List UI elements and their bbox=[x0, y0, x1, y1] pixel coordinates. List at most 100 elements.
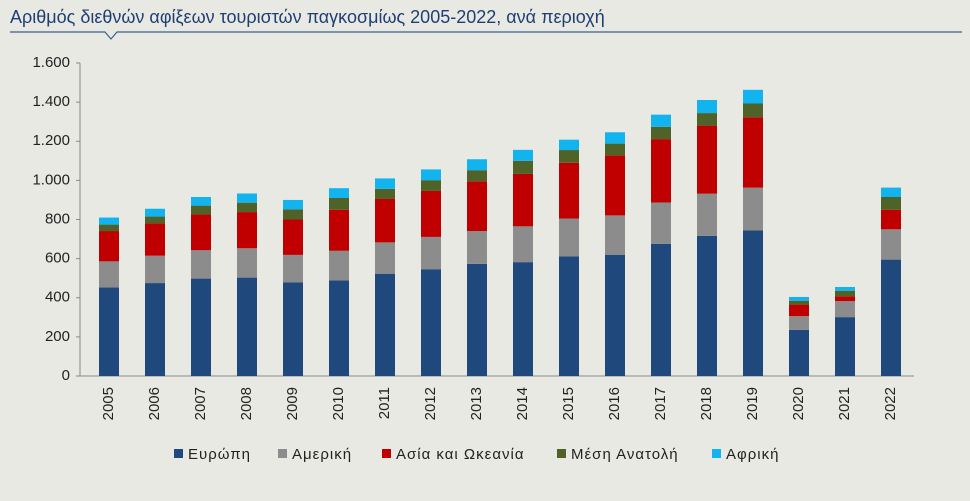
bar-segment bbox=[237, 277, 257, 376]
bar-segment bbox=[99, 224, 119, 232]
bar-segment bbox=[697, 235, 717, 376]
bar-segment bbox=[697, 99, 717, 114]
y-tick-label: 1.200 bbox=[32, 132, 70, 149]
legend-swatch bbox=[557, 449, 566, 458]
bar-segment bbox=[375, 198, 395, 243]
bar-segment bbox=[605, 132, 625, 144]
bar-segment bbox=[329, 209, 349, 251]
bar-segment bbox=[697, 193, 717, 236]
y-tick-label: 800 bbox=[45, 210, 70, 227]
bar-segment bbox=[375, 242, 395, 274]
bar-segment bbox=[651, 114, 671, 127]
title-rule bbox=[10, 31, 962, 40]
x-tick-label: 2021 bbox=[836, 387, 853, 420]
bar-segment bbox=[467, 159, 487, 171]
bar-segment bbox=[191, 197, 211, 206]
bar-segment bbox=[743, 187, 763, 231]
bar-segment bbox=[697, 125, 717, 194]
bar-segment bbox=[467, 170, 487, 182]
bar-segment bbox=[835, 301, 855, 318]
bar-segment bbox=[99, 261, 119, 288]
bar-segment bbox=[881, 209, 901, 230]
bar-segment bbox=[421, 190, 441, 237]
bar-segment bbox=[835, 286, 855, 291]
x-tick-label: 2014 bbox=[514, 387, 531, 420]
bar-segment bbox=[743, 117, 763, 188]
bar-segment bbox=[605, 215, 625, 255]
bar-segment bbox=[191, 205, 211, 215]
bar-segment bbox=[283, 209, 303, 220]
bar-segment bbox=[467, 181, 487, 232]
bar-segment bbox=[881, 197, 901, 210]
x-tick-label: 2007 bbox=[192, 387, 209, 420]
y-tick-label: 400 bbox=[45, 289, 70, 306]
bar-segment bbox=[99, 217, 119, 225]
x-tick-label: 2016 bbox=[606, 387, 623, 420]
bar-segment bbox=[559, 139, 579, 151]
bar-segment bbox=[421, 180, 441, 191]
bar-segment bbox=[191, 214, 211, 251]
bar-segment bbox=[513, 149, 533, 161]
bar-segment bbox=[191, 278, 211, 376]
bar-segment bbox=[145, 255, 165, 284]
y-tick-label: 600 bbox=[45, 250, 70, 267]
legend-label: Αμερική bbox=[292, 446, 352, 463]
legend-swatch bbox=[712, 449, 721, 458]
bar-segment bbox=[743, 103, 763, 118]
y-tick-label: 1.600 bbox=[32, 54, 70, 71]
bar-segment bbox=[789, 329, 809, 376]
bar-segment bbox=[651, 202, 671, 244]
bar-segment bbox=[283, 199, 303, 210]
bar-segment bbox=[743, 230, 763, 376]
bar-segment bbox=[605, 155, 625, 216]
bar-segment bbox=[789, 316, 809, 330]
bar-segment bbox=[329, 188, 349, 198]
bar-segment bbox=[283, 254, 303, 283]
x-tick-label: 2005 bbox=[100, 387, 117, 420]
legend-label: Ευρώπη bbox=[188, 446, 251, 463]
bar-segment bbox=[421, 269, 441, 376]
bar-segment bbox=[145, 216, 165, 224]
bar-segment bbox=[881, 229, 901, 260]
bar-segment bbox=[789, 304, 809, 317]
y-tick-label: 200 bbox=[45, 328, 70, 345]
bar-segment bbox=[99, 287, 119, 376]
legend-swatch bbox=[174, 449, 183, 458]
legend-label: Αφρική bbox=[726, 446, 779, 463]
bar-segment bbox=[145, 283, 165, 376]
x-tick-label: 2022 bbox=[882, 387, 899, 420]
bar-segment bbox=[421, 236, 441, 270]
x-tick-label: 2013 bbox=[468, 387, 485, 420]
bar-segment bbox=[329, 250, 349, 281]
x-tick-label: 2015 bbox=[560, 387, 577, 420]
bar-segment bbox=[237, 202, 257, 213]
x-tick-label: 2010 bbox=[330, 387, 347, 420]
bar-segment bbox=[513, 262, 533, 376]
bar-segment bbox=[559, 162, 579, 219]
bar-segment bbox=[559, 256, 579, 376]
legend-label: Μέση Ανατολή bbox=[571, 446, 679, 463]
bar-segment bbox=[513, 160, 533, 174]
bar-segment bbox=[605, 254, 625, 376]
bar-segment bbox=[191, 250, 211, 279]
bar-segment bbox=[651, 139, 671, 203]
bar-segment bbox=[789, 296, 809, 301]
chart-title: Αριθμός διεθνών αφίξεων τουριστών παγκοσ… bbox=[10, 7, 605, 27]
bar-segment bbox=[559, 150, 579, 163]
bar-segment bbox=[605, 143, 625, 156]
legend-label: Ασία και Ωκεανία bbox=[396, 446, 525, 463]
bar-segment bbox=[237, 193, 257, 203]
bar-segment bbox=[375, 178, 395, 189]
bar-segment bbox=[835, 290, 855, 297]
bar-segment bbox=[651, 126, 671, 140]
x-tick-label: 2017 bbox=[652, 387, 669, 420]
x-tick-label: 2008 bbox=[238, 387, 255, 420]
legend-swatch bbox=[382, 449, 391, 458]
bar-segment bbox=[467, 231, 487, 264]
bar-segment bbox=[145, 208, 165, 217]
bar-segment bbox=[421, 169, 441, 181]
bar-segment bbox=[835, 317, 855, 376]
bar-segment bbox=[467, 263, 487, 376]
bar-segment bbox=[789, 300, 809, 305]
bar-segment bbox=[283, 282, 303, 376]
